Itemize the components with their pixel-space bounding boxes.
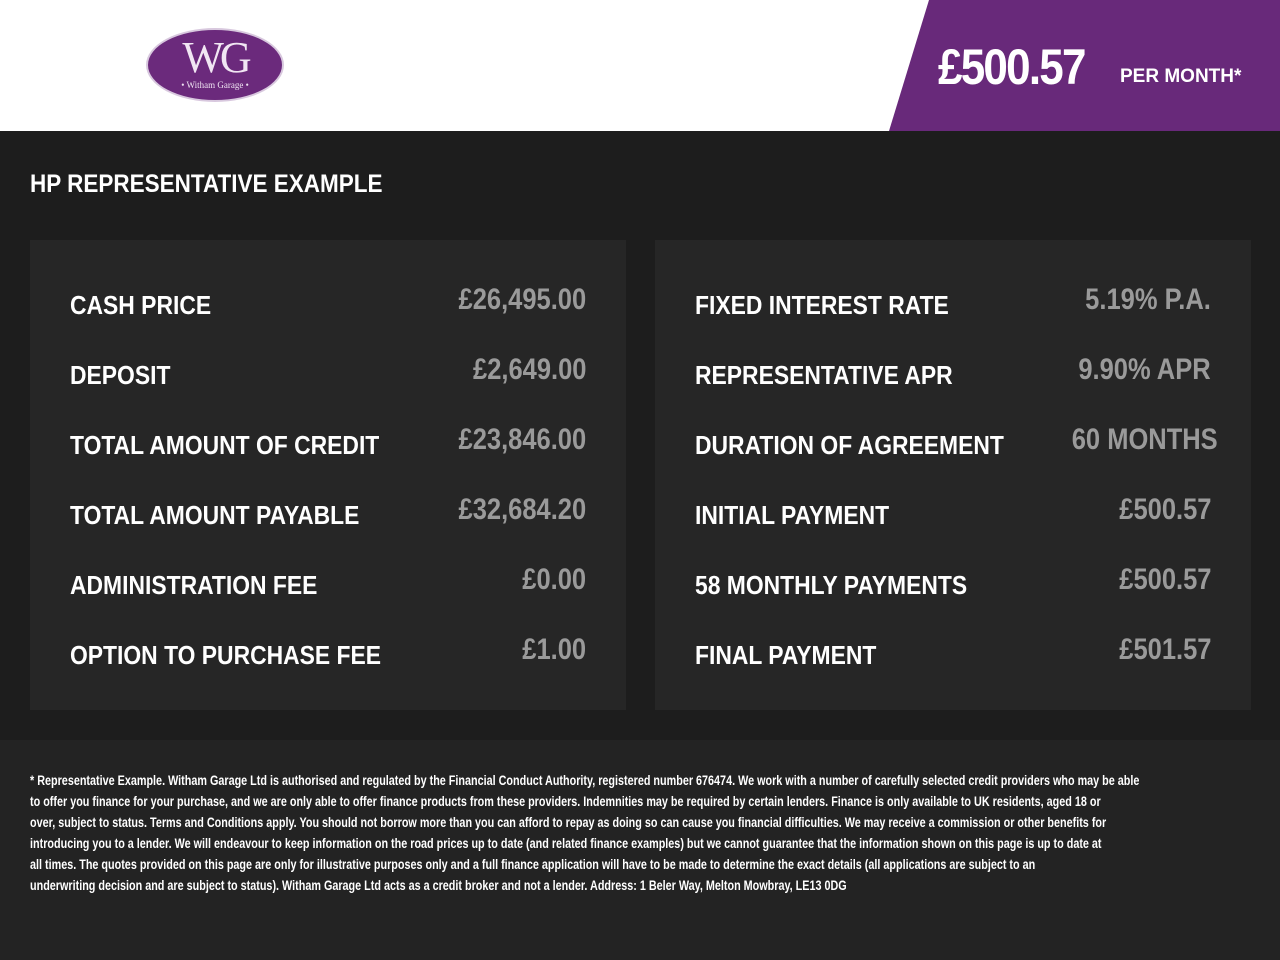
finance-row: TOTAL AMOUNT OF CREDIT £23,846.00 — [70, 406, 586, 476]
monthly-price: £500.57 — [938, 39, 1086, 95]
disclaimer-line: introducing you to a lender. We will end… — [30, 836, 1102, 851]
finance-row: ADMINISTRATION FEE £0.00 — [70, 546, 586, 616]
finance-value: £500.57 — [1118, 563, 1211, 596]
finance-row: FIXED INTEREST RATE 5.19% P.A. — [695, 266, 1211, 336]
disclaimer-line: over, subject to status. Terms and Condi… — [30, 815, 1107, 830]
finance-value: £23,846.00 — [458, 423, 586, 456]
monthly-price-banner — [889, 0, 1280, 131]
finance-label: DURATION OF AGREEMENT — [695, 429, 1004, 460]
finance-value: 5.19% P.A. — [1085, 283, 1211, 316]
finance-row: CASH PRICE £26,495.00 — [70, 266, 586, 336]
logo-text: WG — [182, 33, 251, 82]
finance-value: 60 MONTHS — [1071, 423, 1218, 456]
disclaimer-line: all times. The quotes provided on this p… — [30, 857, 1036, 872]
disclaimer-line: underwriting decision and are subject to… — [30, 878, 847, 893]
finance-row: INITIAL PAYMENT £500.57 — [695, 476, 1211, 546]
finance-label: REPRESENTATIVE APR — [695, 359, 953, 390]
finance-label: 58 MONTHLY PAYMENTS — [695, 569, 968, 600]
header: WG • Witham Garage • £500.57 PER MONTH* — [0, 0, 1280, 131]
finance-label: INITIAL PAYMENT — [695, 499, 890, 530]
finance-value: £500.57 — [1118, 493, 1211, 526]
finance-label: DEPOSIT — [70, 359, 171, 390]
disclaimer-line: * Representative Example. Witham Garage … — [30, 773, 1140, 788]
finance-panel-right: FIXED INTEREST RATE 5.19% P.A. REPRESENTAT… — [655, 240, 1251, 710]
finance-label: FINAL PAYMENT — [695, 639, 877, 670]
finance-label: TOTAL AMOUNT OF CREDIT — [70, 429, 380, 460]
finance-label: FIXED INTEREST RATE — [695, 289, 949, 320]
finance-value: £2,649.00 — [472, 353, 586, 386]
finance-value: £26,495.00 — [458, 283, 586, 316]
per-month-label: PER MONTH* — [1120, 66, 1242, 87]
finance-value: £32,684.20 — [458, 493, 586, 526]
logo-subtext: • Witham Garage • — [181, 80, 249, 90]
disclaimer-line: to offer you finance for your purchase, … — [30, 794, 1101, 809]
finance-row: REPRESENTATIVE APR 9.90% APR — [695, 336, 1211, 406]
finance-row: 58 MONTHLY PAYMENTS £500.57 — [695, 546, 1211, 616]
finance-row: DEPOSIT £2,649.00 — [70, 336, 586, 406]
finance-label: OPTION TO PURCHASE FEE — [70, 639, 382, 670]
finance-row: OPTION TO PURCHASE FEE £1.00 — [70, 616, 586, 686]
finance-value: £1.00 — [522, 633, 586, 666]
finance-value: £0.00 — [522, 563, 586, 596]
finance-label: CASH PRICE — [70, 289, 212, 320]
finance-value: £501.57 — [1118, 633, 1211, 666]
finance-value: 9.90% APR — [1078, 353, 1211, 386]
finance-panel-left: CASH PRICE £26,495.00 DEPOSIT £2,649.00 TOTA… — [30, 240, 626, 710]
disclaimer: * Representative Example. Witham Garage … — [0, 740, 1280, 960]
finance-row: DURATION OF AGREEMENT 60 MONTHS — [695, 406, 1218, 476]
finance-row: TOTAL AMOUNT PAYABLE £32,684.20 — [70, 476, 586, 546]
finance-label: TOTAL AMOUNT PAYABLE — [70, 499, 360, 530]
witham-garage-logo[interactable]: WG • Witham Garage • — [146, 28, 284, 102]
finance-row: FINAL PAYMENT £501.57 — [695, 616, 1211, 686]
section-title: HP REPRESENTATIVE EXAMPLE — [30, 170, 383, 198]
finance-label: ADMINISTRATION FEE — [70, 569, 318, 600]
